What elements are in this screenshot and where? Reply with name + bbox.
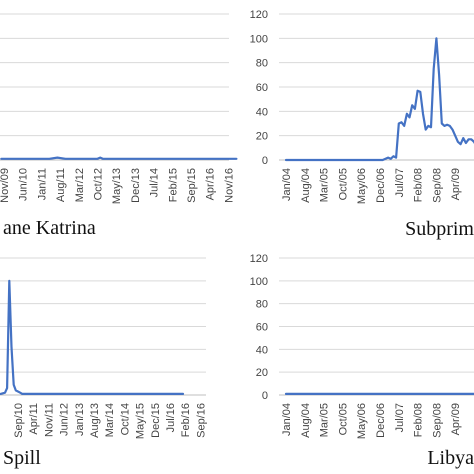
x-tick-label: Feb/15 [167, 168, 179, 202]
x-tick-label: Oct/05 [337, 168, 349, 200]
y-tick-label: 40 [256, 106, 268, 118]
y-tick-label: 120 [250, 253, 268, 265]
x-tick-label: Oct/12 [93, 168, 105, 200]
x-tick-label: Apr/09 [450, 168, 462, 200]
y-tick-label: 0 [262, 390, 268, 402]
x-tick-label: Aug/04 [300, 403, 312, 438]
x-tick-label: Sep/16 [195, 403, 207, 438]
x-tick-label: Sep/10 [13, 403, 25, 438]
x-tick-label: Oct/14 [119, 403, 131, 435]
chart-title: Spill [3, 447, 41, 469]
x-tick-label: Aug/11 [55, 168, 67, 202]
x-tick-label: May/13 [111, 168, 123, 204]
x-tick-label: Aug/04 [300, 168, 312, 203]
x-tick-label: Aug/13 [89, 403, 101, 438]
x-tick-label: Mar/14 [104, 403, 116, 437]
y-tick-label: 40 [256, 344, 268, 356]
x-tick-label: Dec/06 [375, 168, 387, 203]
y-tick-label: 120 [250, 9, 268, 21]
x-tick-label: Oct/05 [337, 403, 349, 435]
chart-title: ane Katrina [3, 217, 96, 239]
x-tick-label: Jul/14 [149, 168, 161, 197]
x-tick-label: Jul/07 [394, 168, 406, 197]
x-tick-label: Sep/08 [431, 403, 443, 438]
y-tick-label: 60 [256, 322, 268, 334]
chart-panel-1: Nov/09 Jun/10 Jan/11 Aug/11 Mar/12 Oct/12 May/… [0, 13, 238, 239]
y-tick-label: 80 [256, 58, 268, 70]
x-tick-label: Sep/08 [431, 168, 443, 203]
chart-panel-2: 0 20 40 60 80 100 120 Jan/04 Aug/04 Mar/05 Oct/05 M… [250, 9, 474, 240]
y-tick-label: 100 [250, 276, 268, 288]
y-tick-label: 20 [256, 131, 268, 143]
x-tick-label: May/06 [356, 403, 368, 439]
x-tick-label: Jan/11 [36, 168, 48, 200]
chart-title: Subprim [405, 218, 474, 240]
x-tick-label: Nov/16 [223, 168, 235, 203]
x-tick-label: Jul/16 [165, 403, 177, 432]
x-tick-label: Mar/12 [74, 168, 86, 202]
x-tick-label: May/06 [356, 168, 368, 204]
x-tick-label: Apr/11 [28, 403, 40, 435]
x-tick-label: Dec/06 [375, 403, 387, 438]
x-tick-label: Apr/09 [450, 403, 462, 435]
y-tick-label: 20 [256, 367, 268, 379]
y-tick-label: 60 [256, 82, 268, 94]
x-tick-label: Mar/05 [319, 168, 331, 202]
x-tick-label: Feb/08 [413, 168, 425, 202]
series-line [0, 279, 185, 395]
x-tick-label: Feb/16 [180, 403, 192, 437]
x-tick-label: Nov/09 [0, 168, 11, 203]
x-tick-label: Jul/07 [394, 403, 406, 432]
x-tick-label: Apr/16 [205, 168, 217, 200]
x-tick-label: Dec/13 [130, 168, 142, 203]
y-tick-label: 0 [262, 155, 268, 167]
y-tick-label: 80 [256, 299, 268, 311]
x-tick-label: Jun/12 [59, 403, 71, 436]
x-tick-label: Jan/13 [74, 403, 86, 436]
x-tick-label: Jan/04 [281, 403, 293, 436]
x-tick-label: Nov/11 [43, 403, 55, 437]
y-tick-label: 100 [250, 33, 268, 45]
x-tick-label: Sep/15 [186, 168, 198, 203]
x-tick-label: Jan/04 [281, 168, 293, 201]
series-line [284, 37, 474, 162]
x-tick-label: Jun/10 [18, 168, 30, 201]
chart-panel-4: 0 20 40 60 80 100 120 Jan/04 Aug/04 Mar/05 Oct/05 M… [250, 253, 474, 469]
x-tick-label: Mar/05 [319, 403, 331, 437]
chart-panel-3: Sep/10 Apr/11 Nov/11 Jun/12 Jan/13 Aug/13 Mar/… [0, 257, 207, 469]
chart-title: Libya [427, 447, 474, 469]
x-tick-label: Feb/08 [413, 403, 425, 437]
x-tick-label: May/15 [135, 403, 147, 439]
x-tick-label: Dec/15 [150, 403, 162, 438]
series-line [0, 156, 238, 160]
